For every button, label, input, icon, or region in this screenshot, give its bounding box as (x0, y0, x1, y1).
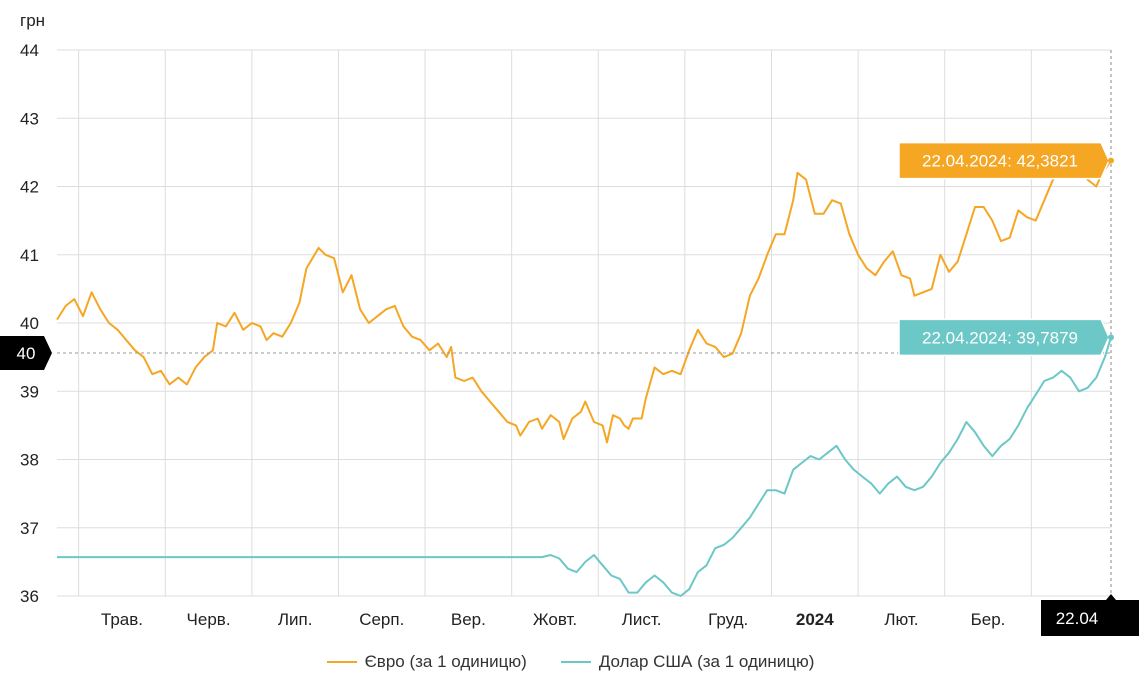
crosshair-y-label: 40 (17, 344, 36, 363)
y-tick-label-44: 44 (20, 41, 39, 60)
y-tick-label-42: 42 (20, 178, 39, 197)
x-tick-label-6: Лист. (622, 610, 662, 629)
y-tick-label-38: 38 (20, 451, 39, 470)
crosshair-x-box (1041, 594, 1139, 636)
grid-lines (57, 49, 1112, 597)
legend-swatch-usd (560, 661, 591, 663)
crosshair-x-label: 22.04 (1056, 609, 1099, 628)
legend-label-euro: Євро (за 1 одиницю) (364, 652, 527, 671)
x-tick-label-5: Жовт. (533, 610, 577, 629)
tooltip-text-0: 22.04.2024: 42,3821 (922, 152, 1078, 171)
y-axis-unit: грн (20, 11, 45, 30)
series-end-marker-0 (1108, 157, 1114, 164)
series-line-1[interactable] (57, 337, 1112, 597)
legend-swatch-euro (326, 661, 357, 663)
y-tick-label-36: 36 (20, 587, 39, 606)
tooltip-box-0 (898, 141, 1110, 180)
legend-item-usd[interactable]: Долар США (за 1 одиницю) (560, 652, 815, 672)
x-tick-label-3: Серп. (359, 610, 404, 629)
x-tick-label-8: 2024 (796, 610, 834, 629)
x-tick-label-2: Лип. (278, 610, 313, 629)
x-tick-label-4: Вер. (451, 610, 486, 629)
x-tick-label-9: Лют. (884, 610, 918, 629)
legend-label-usd: Долар США (за 1 одиницю) (598, 652, 815, 671)
tooltip-text-1: 22.04.2024: 39,7879 (922, 328, 1078, 347)
crosshair: 40 22.04 (0, 336, 1139, 636)
y-tick-label-39: 39 (20, 382, 39, 401)
x-tick-label-0: Трав. (101, 610, 143, 629)
y-tick-label-40: 40 (20, 314, 39, 333)
y-tick-label-43: 43 (20, 109, 39, 128)
y-tick-label-41: 41 (20, 246, 39, 265)
tooltip-box-1 (898, 318, 1110, 357)
x-tick-label-7: Груд. (708, 610, 748, 629)
series-line-0[interactable] (56, 154, 1112, 444)
axis-labels: 36 37 38 39 40 41 42 43 44 Трав. Черв. Лип. Серп. Вер… (20, 41, 1005, 629)
x-tick-label-1: Черв. (187, 610, 231, 629)
x-tick-label-10: Бер. (971, 610, 1006, 629)
legend-item-euro[interactable]: Євро (за 1 одиницю) (326, 652, 527, 672)
series-layer (56, 154, 1112, 597)
y-tick-label-37: 37 (20, 519, 39, 538)
series-end-marker-1 (1108, 334, 1114, 341)
chart-legend: Євро (за 1 одиницю) Долар США (за 1 один… (0, 652, 1141, 672)
crosshair-y-box (0, 336, 52, 371)
tooltips: 22.04.2024: 42,3821 22.04.2024: 39,7879 (898, 141, 1114, 357)
